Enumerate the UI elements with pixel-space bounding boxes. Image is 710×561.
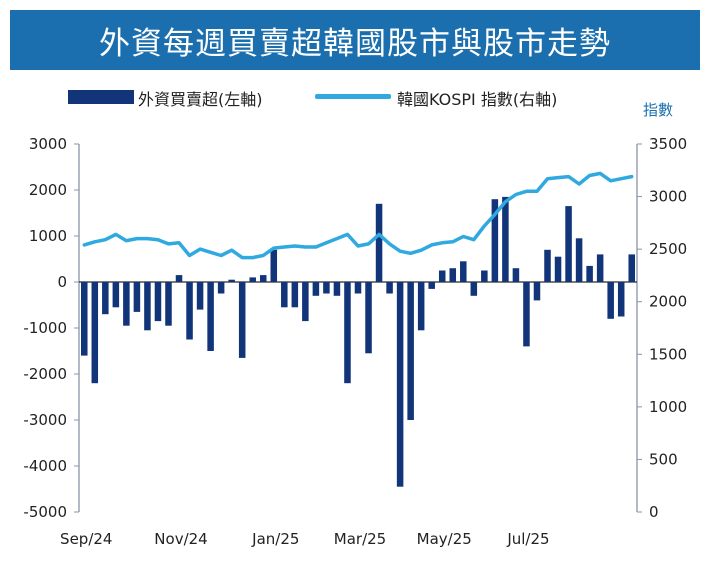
bar-foreign-net-flow <box>554 256 562 282</box>
bar-foreign-net-flow <box>544 249 551 282</box>
right-axis-unit: 指數 <box>643 101 674 119</box>
bar-foreign-net-flow <box>133 282 141 312</box>
bar-foreign-net-flow <box>575 238 583 282</box>
bar-foreign-net-flow <box>586 265 593 282</box>
chart-title: 外資每週買賣超韓國股市與股市走勢 <box>99 25 611 62</box>
bar-foreign-net-flow <box>449 268 457 282</box>
right-tick-label: 3500 <box>649 135 687 153</box>
bar-foreign-net-flow <box>354 282 362 294</box>
left-tick-label: -3000 <box>23 411 67 429</box>
legend-line-swatch <box>315 94 391 99</box>
bar-foreign-net-flow <box>323 282 330 294</box>
bar-foreign-net-flow <box>512 268 520 282</box>
bar-foreign-net-flow <box>123 282 130 326</box>
left-tick-label: -5000 <box>23 503 67 521</box>
bar-foreign-net-flow <box>238 282 246 358</box>
bar-foreign-net-flow <box>617 282 625 317</box>
bar-foreign-net-flow <box>196 282 204 310</box>
bar-foreign-net-flow <box>81 282 88 356</box>
bar-foreign-net-flow <box>628 254 635 282</box>
bar-foreign-net-flow <box>491 199 499 282</box>
left-tick-label: -2000 <box>23 365 67 383</box>
right-tick-label: 500 <box>649 450 678 468</box>
bar-foreign-net-flow <box>207 282 214 351</box>
legend: 外資買賣超(左軸) 韓國KOSPI 指數(右軸) <box>0 84 710 110</box>
bar-foreign-net-flow <box>438 270 446 282</box>
bar-foreign-net-flow <box>259 275 267 282</box>
bar-foreign-net-flow <box>386 282 393 294</box>
right-tick-label: 3000 <box>649 188 687 206</box>
bar-foreign-net-flow <box>481 270 488 282</box>
left-tick-label: 2000 <box>29 181 67 199</box>
bar-foreign-net-flow <box>154 282 162 322</box>
bar-foreign-net-flow <box>228 279 235 282</box>
legend-bar-swatch <box>68 90 134 104</box>
x-tick-label: Sep/24 <box>60 530 112 548</box>
bar-foreign-net-flow <box>607 282 614 319</box>
bar-foreign-net-flow <box>249 277 256 282</box>
bar-foreign-net-flow <box>460 261 467 282</box>
bar-foreign-net-flow <box>428 282 435 289</box>
left-tick-label: 1000 <box>29 227 67 245</box>
bar-foreign-net-flow <box>396 282 404 487</box>
bar-foreign-net-flow <box>217 282 225 294</box>
left-tick-label: 3000 <box>29 135 67 153</box>
bar-foreign-net-flow <box>565 206 572 282</box>
bar-foreign-net-flow <box>375 203 383 282</box>
x-tick-label: May/25 <box>417 530 472 548</box>
bar-foreign-net-flow <box>533 282 541 301</box>
left-tick-label: -1000 <box>23 319 67 337</box>
x-tick-label: Mar/25 <box>334 530 386 548</box>
bar-foreign-net-flow <box>186 282 193 340</box>
legend-line-label: 韓國KOSPI 指數(右軸) <box>397 90 558 109</box>
bar-foreign-net-flow <box>175 275 183 282</box>
right-tick-label: 1000 <box>649 398 687 416</box>
right-tick-label: 0 <box>649 503 659 521</box>
chart-title-banner: 外資每週買賣超韓國股市與股市走勢 <box>10 10 700 70</box>
x-tick-label: Jul/25 <box>506 530 549 548</box>
bar-foreign-net-flow <box>596 254 604 282</box>
bar-foreign-net-flow <box>165 282 172 326</box>
right-tick-label: 2000 <box>649 293 687 311</box>
bar-foreign-net-flow <box>502 196 509 282</box>
x-tick-label: Nov/24 <box>154 530 207 548</box>
right-tick-label: 1500 <box>649 345 687 363</box>
bar-foreign-net-flow <box>291 282 299 308</box>
left-tick-label: 0 <box>57 273 67 291</box>
line-kospi-index <box>82 171 634 260</box>
bar-foreign-net-flow <box>91 282 99 384</box>
bar-foreign-net-flow <box>102 282 109 315</box>
bar-foreign-net-flow <box>344 282 351 384</box>
legend-bar-label: 外資買賣超(左軸) <box>138 90 263 109</box>
bar-foreign-net-flow <box>470 282 478 296</box>
bar-foreign-net-flow <box>270 249 278 282</box>
bar-foreign-net-flow <box>112 282 120 308</box>
left-tick-label: -4000 <box>23 457 67 475</box>
bar-foreign-net-flow <box>144 282 151 331</box>
bar-foreign-net-flow <box>407 282 414 420</box>
bar-foreign-net-flow <box>333 282 341 296</box>
bar-foreign-net-flow <box>417 282 425 331</box>
bar-foreign-net-flow <box>523 282 530 347</box>
bar-foreign-net-flow <box>281 282 288 308</box>
bar-foreign-net-flow <box>302 282 309 322</box>
right-tick-label: 2500 <box>649 240 687 258</box>
bar-foreign-net-flow <box>312 282 320 296</box>
bar-foreign-net-flow <box>365 282 372 354</box>
x-tick-label: Jan/25 <box>251 530 299 548</box>
